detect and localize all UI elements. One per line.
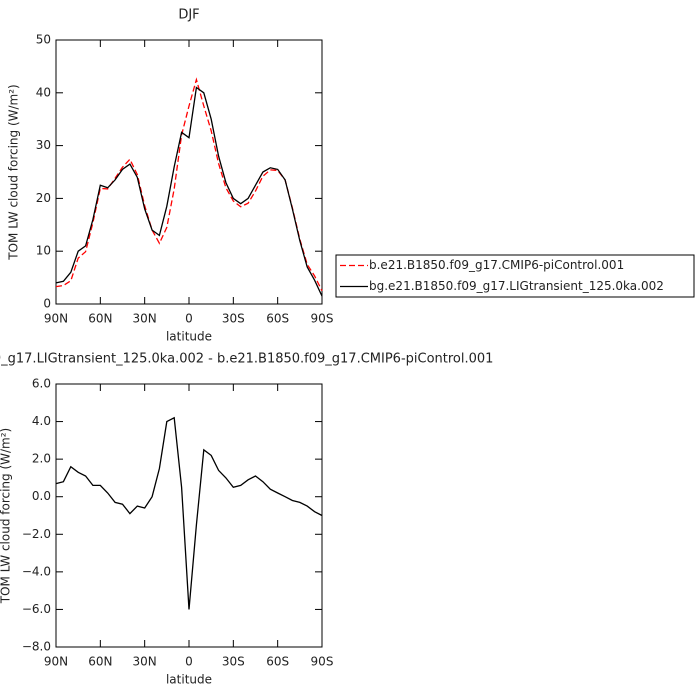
chart-title: bg.e21.B1850.f09_g17.LIGtransient_125.0k…	[0, 352, 493, 367]
y-tick-label: −8.0	[22, 640, 51, 654]
legend-label: bg.e21.B1850.f09_g17.LIGtransient_125.0k…	[369, 279, 664, 293]
y-tick-label: 0	[43, 297, 51, 311]
x-tick-label: 90S	[311, 655, 334, 669]
x-tick-label: 60S	[266, 655, 289, 669]
data-line	[55, 77, 323, 292]
x-tick-label: 0	[185, 312, 193, 326]
y-tick-label: −2.0	[22, 527, 51, 541]
x-tick-label: 60S	[266, 312, 289, 326]
y-tick-label: 4.0	[32, 414, 51, 428]
y-tick-label: 40	[36, 85, 51, 99]
y-tick-label: −4.0	[22, 564, 51, 578]
y-tick-label: 10	[36, 244, 51, 258]
x-tick-label: 90S	[311, 312, 334, 326]
plot-frame	[55, 39, 323, 305]
x-tick-label: 90N	[44, 655, 68, 669]
legend-box	[335, 254, 695, 298]
y-tick-label: 30	[36, 138, 51, 152]
x-axis-label: latitude	[166, 330, 212, 344]
data-line	[55, 86, 323, 297]
x-tick-label: 30N	[133, 655, 157, 669]
y-tick-label: 0.0	[32, 489, 51, 503]
y-tick-label: 50	[36, 33, 51, 47]
data-line	[55, 416, 323, 610]
x-tick-label: 60N	[88, 312, 112, 326]
legend-label: b.e21.B1850.f09_g17.CMIP6-piControl.001	[369, 258, 624, 272]
y-tick-label: 20	[36, 191, 51, 205]
y-axis-label: TOM LW cloud forcing (W/m²)	[7, 84, 21, 261]
y-tick-label: 2.0	[32, 452, 51, 466]
y-tick-label: 6.0	[32, 377, 51, 391]
chart-title: DJF	[178, 8, 199, 23]
x-tick-label: 30S	[222, 655, 245, 669]
y-axis-label: TOM LW cloud forcing (W/m²)	[0, 428, 13, 605]
x-tick-label: 30N	[133, 312, 157, 326]
x-tick-label: 60N	[88, 655, 112, 669]
x-tick-label: 30S	[222, 312, 245, 326]
y-tick-label: −6.0	[22, 602, 51, 616]
x-axis-label: latitude	[166, 673, 212, 687]
x-tick-label: 90N	[44, 312, 68, 326]
x-tick-label: 0	[185, 655, 193, 669]
